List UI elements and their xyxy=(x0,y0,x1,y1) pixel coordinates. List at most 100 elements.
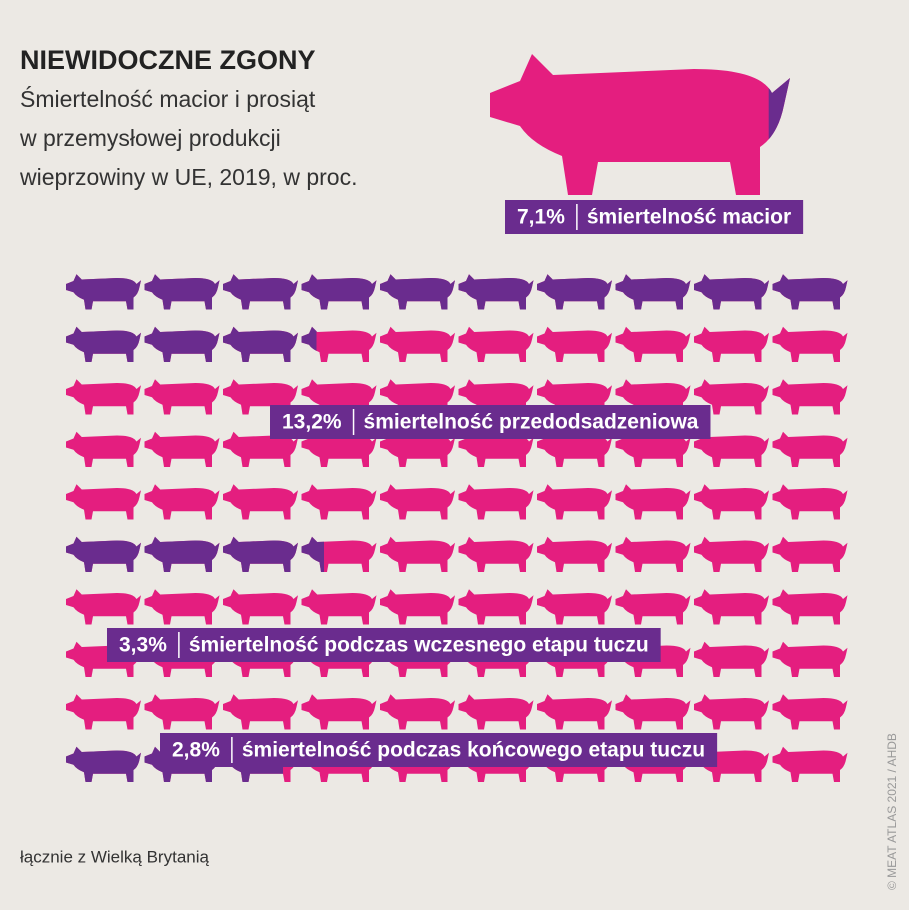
label-value: 13,2% xyxy=(282,411,342,434)
pig xyxy=(380,536,455,572)
pig xyxy=(144,379,220,415)
pig xyxy=(66,694,141,730)
pig xyxy=(615,431,691,467)
label-name: śmiertelność podczas wczesnego etapu tuc… xyxy=(189,634,649,657)
pig xyxy=(301,431,377,467)
pig xyxy=(144,589,220,625)
pig xyxy=(223,589,298,625)
label-value: 7,1% xyxy=(517,206,565,229)
pig-highlight xyxy=(694,274,769,310)
pig-highlight xyxy=(772,274,848,310)
pig xyxy=(537,431,612,467)
pig xyxy=(772,641,848,677)
label: 13,2% śmiertelność przedodsadzeniowa xyxy=(270,405,711,439)
pig-highlight xyxy=(380,274,455,310)
pig-highlight xyxy=(223,536,298,572)
label: 3,3% śmiertelność podczas wczesnego etapu… xyxy=(107,628,661,662)
pig xyxy=(772,746,848,782)
pig xyxy=(458,326,534,362)
label: 7,1% śmiertelność macior xyxy=(505,200,804,234)
pig-highlight xyxy=(144,326,220,362)
pig-highlight xyxy=(223,274,298,310)
pictogram: 7,1% śmiertelność macior 13,2% śmiertelność… xyxy=(66,54,848,782)
pig-highlight xyxy=(537,274,612,310)
pig xyxy=(694,694,769,730)
pig xyxy=(537,326,612,362)
pig xyxy=(380,484,455,520)
pig-highlight xyxy=(301,274,377,310)
pig xyxy=(380,431,455,467)
pig-highlight xyxy=(66,274,141,310)
label-box xyxy=(270,405,711,439)
pig xyxy=(223,694,298,730)
pig xyxy=(301,484,377,520)
pig xyxy=(458,431,534,467)
pig xyxy=(772,484,848,520)
label-box xyxy=(107,628,661,662)
pig xyxy=(772,536,848,572)
pig xyxy=(772,589,848,625)
pig xyxy=(615,694,691,730)
pig xyxy=(694,326,769,362)
label: 2,8% śmiertelność podczas końcowego etapu… xyxy=(160,733,718,767)
pig xyxy=(144,484,220,520)
label-name: śmiertelność macior xyxy=(587,206,791,229)
title: NIEWIDOCZNE ZGONY xyxy=(20,45,316,75)
pig xyxy=(537,536,612,572)
pig xyxy=(458,589,534,625)
pig xyxy=(66,589,141,625)
pig-highlight xyxy=(144,536,220,572)
pig-highlight xyxy=(144,274,220,310)
subtitle: wieprzowiny w UE, 2019, w proc. xyxy=(19,164,357,190)
pig xyxy=(66,379,141,415)
pig xyxy=(301,589,377,625)
pig xyxy=(615,326,691,362)
pig xyxy=(537,589,612,625)
label-name: śmiertelność przedodsadzeniowa xyxy=(364,411,699,434)
pig xyxy=(223,484,298,520)
pig xyxy=(66,431,141,467)
pig-highlight xyxy=(458,274,534,310)
source: © MEAT ATLAS 2021 / AHDB xyxy=(885,733,899,890)
pig-highlight xyxy=(301,536,324,572)
pig xyxy=(66,484,141,520)
pig xyxy=(694,484,769,520)
subtitle: w przemysłowej produkcji xyxy=(19,125,281,151)
pig xyxy=(380,326,455,362)
label-value: 3,3% xyxy=(119,634,167,657)
pig xyxy=(301,694,377,730)
pig-highlight xyxy=(66,746,141,782)
pig xyxy=(380,589,455,625)
pig xyxy=(694,641,769,677)
pig xyxy=(772,694,848,730)
footnote: łącznie z Wielką Brytanią xyxy=(20,847,210,866)
pig xyxy=(144,694,220,730)
pig xyxy=(458,536,534,572)
pig xyxy=(144,431,220,467)
label-box xyxy=(505,200,804,234)
pig-highlight xyxy=(615,274,691,310)
label-value: 2,8% xyxy=(172,739,220,762)
pig xyxy=(772,326,848,362)
pig xyxy=(490,54,790,195)
pig xyxy=(615,536,691,572)
pig xyxy=(694,379,769,415)
pig xyxy=(458,694,534,730)
pig xyxy=(301,326,377,362)
pig-highlight xyxy=(66,536,141,572)
pig-highlight xyxy=(301,326,317,351)
pig xyxy=(537,694,612,730)
pig xyxy=(772,379,848,415)
label-name: śmiertelność podczas końcowego etapu tuc… xyxy=(242,739,705,762)
pig xyxy=(223,431,298,467)
pig xyxy=(458,484,534,520)
pig-highlight xyxy=(223,326,298,362)
pig-highlight xyxy=(66,326,141,362)
pig xyxy=(694,536,769,572)
label-box xyxy=(160,733,718,767)
pig xyxy=(615,589,691,625)
pig xyxy=(537,484,612,520)
pig-highlight xyxy=(768,78,790,140)
pig xyxy=(615,484,691,520)
